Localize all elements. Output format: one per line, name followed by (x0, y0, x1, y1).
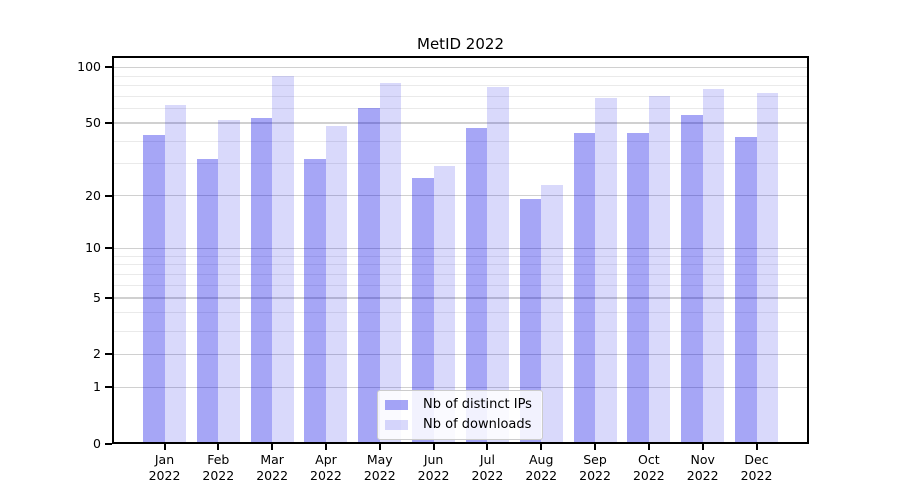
gridline-5 (112, 297, 809, 299)
y-tick-50 (105, 122, 112, 125)
x-tick-label-aug: Aug 2022 (525, 452, 558, 483)
y-tick-label-100: 100 (77, 59, 101, 75)
gridline-6 (112, 284, 809, 286)
chart-title: MetID 2022 (417, 35, 504, 53)
gridline-1 (112, 386, 809, 389)
legend-item-downloads: Nb of downloads (385, 417, 532, 433)
x-tick-may (378, 444, 381, 450)
bar-downloads-sep (595, 98, 617, 444)
bar-distinct-ips-dec (735, 137, 757, 444)
x-tick-label-jan: Jan 2022 (148, 452, 181, 483)
x-tick-nov (701, 444, 704, 450)
x-tick-label-mar: Mar 2022 (256, 452, 289, 483)
plot-area: Nb of distinct IPs Nb of downloads Jan 20… (77, 56, 809, 483)
gridline-100 (112, 66, 809, 69)
gridline-50 (112, 122, 809, 124)
y-tick-label-20: 20 (85, 187, 101, 203)
x-tick-jun (432, 444, 435, 450)
bar-distinct-ips-jul (465, 128, 488, 444)
y-tick-0 (105, 443, 112, 445)
x-tick-jan (163, 444, 166, 450)
grid-layer (112, 56, 809, 444)
bar-distinct-ips-oct (627, 133, 649, 444)
bar-downloads-feb (218, 119, 240, 444)
bar-downloads-apr (325, 126, 348, 444)
gridline-80 (112, 85, 809, 87)
x-tick-label-oct: Oct 2022 (632, 452, 665, 483)
gridline-60 (112, 108, 809, 110)
legend-item-distinct-ips: Nb of distinct IPs (385, 397, 532, 413)
y-tick-label-0: 0 (93, 436, 101, 451)
y-tick-label-5: 5 (93, 289, 101, 305)
x-tick-aug (540, 444, 543, 450)
legend-label-distinct-ips: Nb of distinct IPs (423, 397, 532, 412)
gridline-90 (112, 75, 809, 77)
bar-distinct-ips-mar (250, 118, 273, 444)
bar-distinct-ips-apr (304, 158, 326, 444)
x-tick-label-jul: Jul 2022 (471, 452, 504, 483)
bar-downloads-dec (756, 92, 778, 444)
x-tick-jul (486, 444, 489, 450)
y-tick-20 (105, 194, 112, 197)
x-tick-label-may: May 2022 (363, 452, 396, 483)
bar-downloads-oct (648, 96, 671, 444)
gridline-70 (112, 95, 809, 97)
x-tick-label-sep: Sep 2022 (579, 452, 611, 483)
x-tick-oct (647, 444, 650, 450)
bar-distinct-ips-aug (519, 199, 542, 444)
gridline-30 (112, 163, 809, 165)
bar-distinct-ips-jun (412, 178, 434, 444)
x-tick-feb (217, 444, 220, 450)
y-tick-label-10: 10 (85, 240, 101, 256)
x-tick-dec (755, 444, 758, 450)
x-tick-label-jun: Jun 2022 (417, 452, 450, 483)
x-tick-label-feb: Feb 2022 (202, 452, 235, 483)
legend-swatch-downloads (385, 420, 408, 430)
x-tick-label-nov: Nov 2022 (686, 452, 719, 483)
y-tick-10 (105, 247, 112, 250)
bar-downloads-nov (702, 89, 725, 444)
x-tick-sep (594, 444, 597, 450)
bar-distinct-ips-may (358, 108, 380, 444)
bar-distinct-ips-nov (681, 115, 703, 444)
bar-distinct-ips-sep (573, 133, 596, 444)
bar-distinct-ips-feb (196, 158, 219, 444)
bar-downloads-aug (541, 184, 563, 444)
bar-downloads-jul (487, 87, 509, 444)
gridline-2 (112, 353, 809, 356)
y-tick-2 (105, 353, 112, 356)
gridline-3 (112, 330, 809, 332)
x-tick-label-dec: Dec 2022 (740, 452, 773, 483)
gridline-20 (112, 194, 809, 197)
legend: Nb of distinct IPs Nb of downloads (377, 390, 543, 440)
x-tick-mar (271, 444, 274, 450)
gridline-40 (112, 140, 809, 142)
bar-downloads-jun (433, 166, 456, 444)
y-tick-label-1: 1 (93, 379, 101, 395)
x-tick-label-apr: Apr 2022 (310, 452, 342, 483)
legend-swatch-distinct-ips (385, 400, 408, 410)
bar-downloads-jan (164, 104, 186, 444)
gridline-9 (112, 255, 809, 257)
x-tick-apr (324, 444, 327, 450)
bar-downloads-may (379, 83, 402, 444)
bar-downloads-mar (272, 75, 294, 444)
y-tick-label-2: 2 (93, 346, 101, 362)
gridline-7 (112, 274, 809, 276)
gridline-10 (112, 247, 809, 250)
legend-label-downloads: Nb of downloads (423, 417, 532, 432)
y-tick-100 (105, 66, 112, 69)
y-tick-5 (105, 296, 112, 299)
y-tick-label-50: 50 (85, 115, 101, 131)
bar-distinct-ips-jan (143, 135, 165, 444)
y-tick-1 (105, 386, 112, 389)
bars-layer (112, 56, 809, 444)
gridline-4 (112, 312, 809, 314)
gridline-8 (112, 264, 809, 266)
